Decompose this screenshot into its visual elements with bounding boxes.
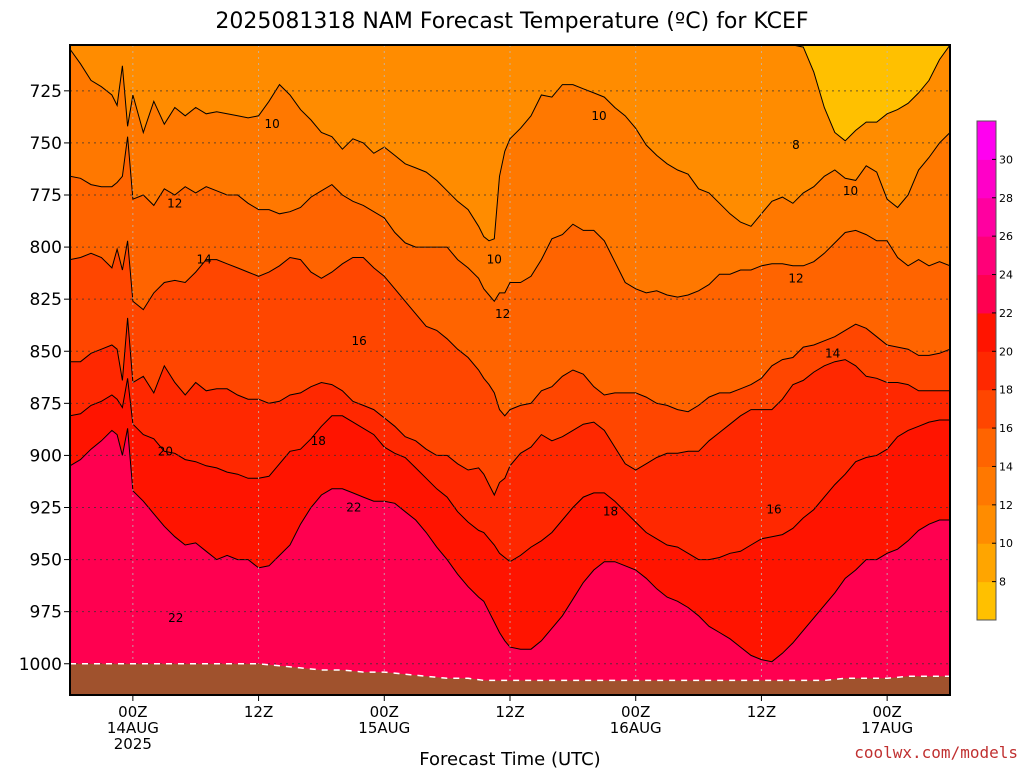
x-tick-label: 17AUG [861, 719, 913, 737]
colorbar-label: 30 [999, 153, 1013, 166]
colorbar-swatch [977, 581, 996, 621]
contour-label: 10 [265, 117, 280, 131]
x-tick-label: 12Z [747, 703, 776, 721]
isotherm-8 [384, 45, 950, 142]
x-tick-label: 00Z [621, 703, 650, 721]
chart-title: 2025081318 NAM Forecast Temperature (ºC)… [215, 9, 808, 34]
y-tick-label: 950 [30, 551, 62, 571]
contour-label: 18 [603, 505, 618, 519]
temp-band-below-12 [70, 45, 950, 241]
colorbar-swatch [977, 543, 996, 583]
x-tick-label: 00Z [118, 703, 147, 721]
colorbar-swatch [977, 351, 996, 391]
colorbar-swatch [977, 121, 996, 160]
contour-label: 14 [196, 253, 211, 267]
colorbar-swatch [977, 428, 996, 467]
isotherm-18 [70, 317, 950, 497]
x-tick-label: 2025 [114, 735, 152, 753]
colorbar-label: 16 [999, 422, 1013, 435]
contour-label: 16 [352, 334, 367, 348]
x-tick-label: 16AUG [610, 719, 662, 737]
surface-terrain [70, 663, 950, 695]
temp-band-below-8 [384, 45, 950, 141]
colorbar-swatch [977, 389, 996, 429]
contour-label-group: 10 10 10 8 10 12 12 12 14 14 16 16 18 18 20 22 22 [158, 109, 858, 625]
colorbar-label: 24 [999, 269, 1013, 282]
contour-label: 22 [346, 501, 361, 515]
x-tick-label: 12Z [495, 703, 524, 721]
y-tick-label: 725 [30, 82, 62, 102]
y-tick-label: 750 [30, 134, 62, 154]
contour-label: 12 [167, 196, 182, 210]
grid-group [70, 45, 950, 695]
colorbar-swatch [977, 236, 996, 276]
y-tick-label: 800 [30, 238, 62, 258]
contour-label: 10 [591, 109, 606, 123]
contour-label: 10 [487, 253, 502, 267]
x-tick-label: 12Z [244, 703, 273, 721]
colorbar: 8 10 12 14 16 18 20 22 24 26 28 30 [976, 120, 1013, 621]
colorbar-swatch [977, 197, 996, 237]
contour-label: 20 [158, 444, 173, 458]
colorbar-label: 26 [999, 230, 1013, 243]
colorbar-swatch [977, 504, 996, 544]
x-tick-label: 00Z [872, 703, 901, 721]
x-tick-label: 15AUG [358, 719, 410, 737]
colorbar-label: 18 [999, 384, 1013, 397]
y-tick-label: 825 [30, 290, 62, 310]
colorbar-swatch [977, 466, 996, 506]
y-tick-label: 1000 [19, 655, 62, 675]
colorbar-frame [976, 120, 997, 621]
contour-label: 14 [825, 346, 840, 360]
colorbar-swatch [977, 312, 996, 352]
contour-label: 22 [168, 611, 183, 625]
contour-label: 12 [495, 307, 510, 321]
y-tick-label: 875 [30, 394, 62, 414]
colorbar-label: 12 [999, 499, 1013, 512]
x-axis-label: Forecast Time (UTC) [419, 749, 600, 768]
colorbar-label: 14 [999, 460, 1013, 473]
isotherm-14 [70, 136, 950, 303]
y-tick-label: 925 [30, 499, 62, 519]
x-tick-label: 14AUG [107, 719, 159, 737]
colorbar-label: 28 [999, 192, 1013, 205]
colorbar-swatch [977, 159, 996, 199]
colorbar-label: 8 [999, 576, 1006, 589]
y-tick-label: 850 [30, 342, 62, 362]
contour-label: 12 [788, 271, 803, 285]
surface-group [70, 663, 950, 695]
x-tick-label: 00Z [370, 703, 399, 721]
y-tick-label: 900 [30, 446, 62, 466]
y-tick-label: 975 [30, 603, 62, 623]
contour-label: 10 [843, 184, 858, 198]
colorbar-label: 20 [999, 345, 1013, 358]
contour-label: 18 [311, 434, 326, 448]
contour-label: 16 [766, 503, 781, 517]
credit-text: coolwx.com/models [854, 743, 1018, 762]
isotherm-12 [70, 48, 950, 242]
y-axis: 725 750 775 800 825 850 875 900 925 950 975 1000 [19, 82, 70, 675]
isotherm-20 [70, 378, 950, 563]
contour-line-group [70, 45, 950, 663]
isotherm-16 [70, 240, 950, 417]
y-tick-label: 775 [30, 186, 62, 206]
contour-label: 8 [792, 138, 800, 152]
colorbar-label: 10 [999, 537, 1013, 550]
isotherm-22 [70, 428, 950, 663]
colorbar-swatch [977, 274, 996, 314]
colorbar-label: 22 [999, 307, 1013, 320]
